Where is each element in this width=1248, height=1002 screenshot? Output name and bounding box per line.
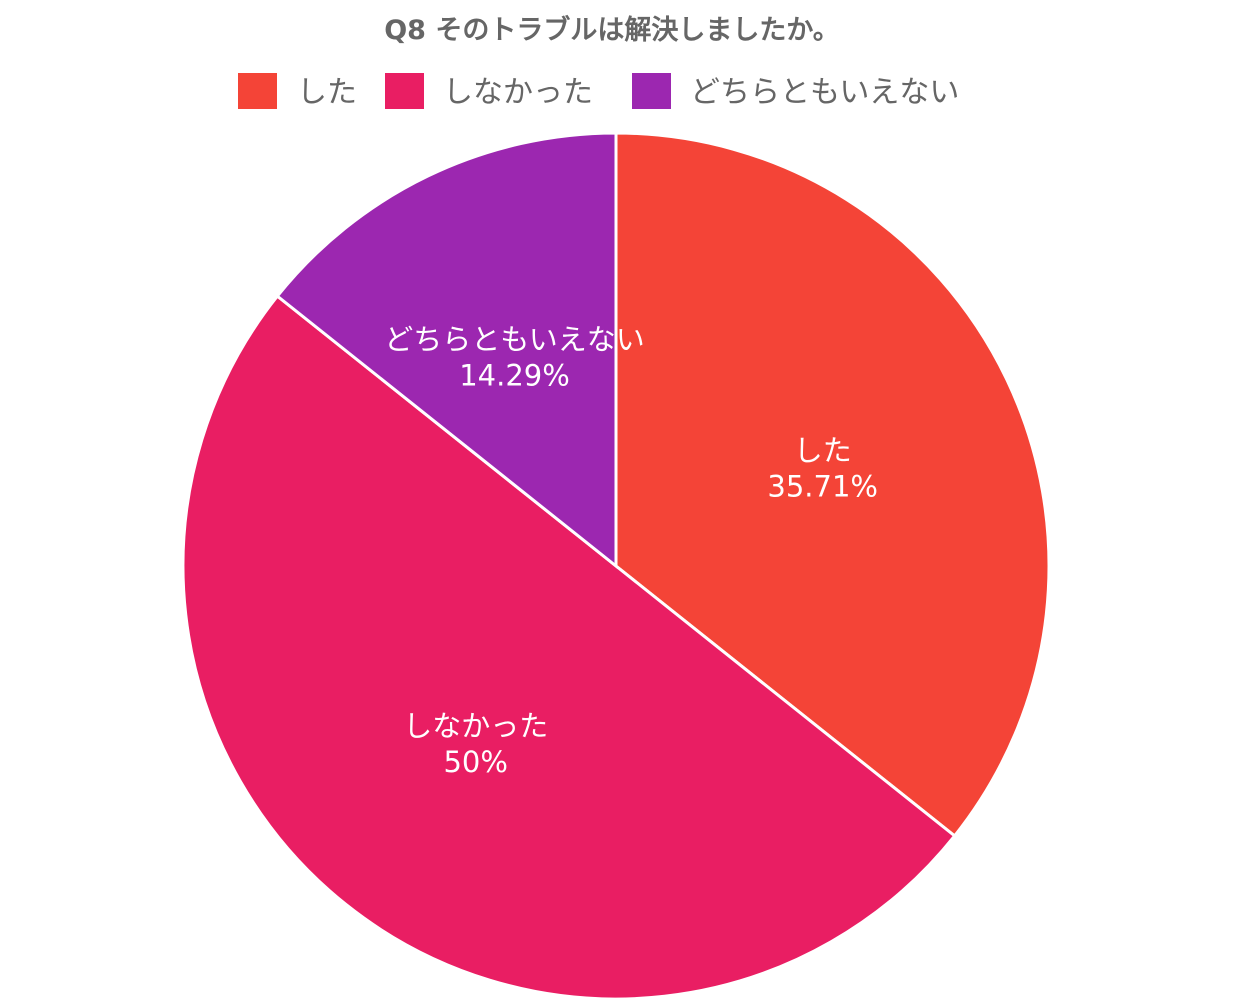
- legend-label: した: [297, 75, 357, 110]
- slice-label-value: 50%: [443, 745, 507, 779]
- legend: した しなかった どちらともいえない: [238, 73, 959, 110]
- legend-item[interactable]: どちらともいえない: [632, 73, 959, 110]
- slice-label-name: しなかった: [403, 709, 548, 743]
- legend-swatch: [632, 73, 671, 109]
- pie-slice[interactable]: [275, 131, 618, 570]
- slice-label-value: 14.29%: [459, 358, 570, 392]
- legend-label: しなかった: [443, 75, 593, 110]
- slice-label-name: した: [794, 433, 852, 467]
- legend-item[interactable]: しなかった: [385, 73, 593, 110]
- legend-item[interactable]: した: [238, 73, 357, 110]
- legend-swatch: [238, 73, 277, 109]
- slice-label-name: どちらともいえない: [384, 322, 644, 356]
- legend-label: どちらともいえない: [690, 75, 959, 110]
- pie-slice[interactable]: [181, 294, 957, 1001]
- slice-label-value: 35.71%: [767, 469, 878, 503]
- pie-slice[interactable]: [614, 131, 1051, 838]
- chart-title: Q8 そのトラブルは解決しましたか。: [384, 14, 840, 46]
- legend-swatch: [385, 73, 424, 109]
- pie-slices: [181, 131, 1051, 1001]
